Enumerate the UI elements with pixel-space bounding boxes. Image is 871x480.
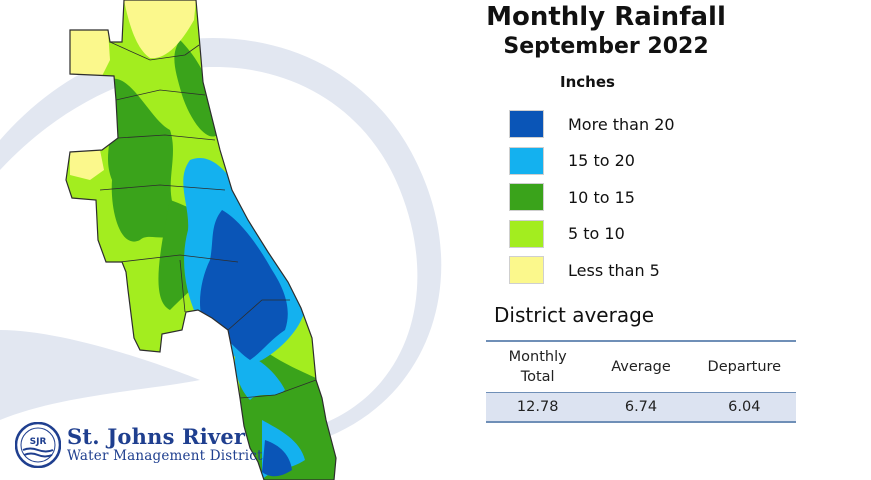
logo-badge-text: SJR: [30, 437, 47, 447]
legend-swatch: [509, 219, 544, 248]
column-header-average: Average: [611, 358, 671, 375]
monthly-total-header-text: Monthly Total: [508, 348, 567, 385]
table-header-row: Monthly Total Average Departure: [486, 342, 796, 392]
legend-swatch: [509, 256, 544, 285]
legend: More than 20 15 to 20 10 to 15 5 to 10 L…: [509, 106, 675, 289]
zone-less-than-5: [124, 0, 196, 59]
table-row: 12.78 6.74 6.04: [486, 393, 796, 421]
table-bottom-rule: [486, 421, 796, 423]
legend-item-more-than-20: More than 20: [509, 106, 675, 143]
logo-name: St. Johns River: [67, 424, 246, 449]
legend-item-15-to-20: 15 to 20: [509, 143, 675, 180]
logo-subtitle: Water Management District: [67, 448, 263, 464]
rainfall-zones: [66, 0, 336, 480]
rainfall-map: [65, 0, 337, 480]
district-logo-icon: SJR: [15, 422, 61, 468]
legend-item-10-to-15: 10 to 15: [509, 179, 675, 216]
legend-swatch: [509, 183, 544, 212]
district-average-table: Monthly Total Average Departure 12.78 6.…: [486, 340, 796, 423]
legend-swatch: [509, 146, 544, 175]
district-average-heading: District average: [494, 303, 655, 327]
sjrwmd-logo: SJR St. Johns River Water Management Dis…: [15, 422, 263, 468]
logo-text: St. Johns River Water Management Distric…: [67, 425, 263, 465]
legend-label: Less than 5: [568, 260, 660, 280]
monthly-total-value: 12.78: [516, 399, 559, 415]
county-boundaries: [65, 0, 337, 480]
units-label: Inches: [560, 73, 615, 91]
column-header-monthly-total: Monthly Total: [486, 347, 589, 387]
column-header-departure: Departure: [707, 358, 782, 375]
legend-label: 15 to 20: [568, 151, 635, 171]
legend-item-less-than-5: Less than 5: [509, 252, 675, 289]
map-subtitle: September 2022: [503, 34, 709, 59]
zone-10-to-15: [108, 78, 180, 242]
map-title: Monthly Rainfall: [486, 2, 726, 32]
table-header-rule: [486, 391, 796, 393]
zone-more-than-20: [199, 210, 288, 360]
average-value: 6.74: [624, 399, 658, 415]
legend-item-5-to-10: 5 to 10: [509, 216, 675, 253]
departure-value: 6.04: [728, 399, 761, 415]
legend-label: 10 to 15: [568, 187, 635, 207]
legend-swatch: [509, 110, 544, 139]
legend-label: 5 to 10: [568, 224, 625, 244]
legend-label: More than 20: [568, 114, 675, 134]
table-top-rule: [486, 340, 796, 342]
